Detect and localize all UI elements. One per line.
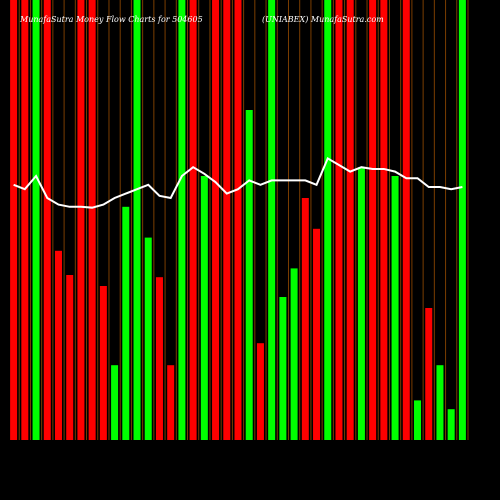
bar xyxy=(301,198,309,440)
bar xyxy=(234,0,242,440)
bar xyxy=(357,167,365,440)
bar xyxy=(346,0,354,440)
bar xyxy=(122,206,130,440)
bar xyxy=(256,343,264,440)
bar xyxy=(178,0,186,440)
bar xyxy=(54,250,62,440)
bar xyxy=(414,400,422,440)
bar xyxy=(324,0,332,440)
bar xyxy=(447,409,455,440)
bar xyxy=(32,0,40,440)
bar xyxy=(10,0,18,440)
bar xyxy=(425,308,433,440)
chart-title: MunafaSutra Money Flow Charts for 504605 xyxy=(19,15,203,24)
bar xyxy=(223,0,231,440)
bar xyxy=(111,365,119,440)
bar xyxy=(245,110,253,440)
bar xyxy=(391,176,399,440)
bar xyxy=(369,0,377,440)
bar xyxy=(380,0,388,440)
bar xyxy=(279,297,287,440)
bar xyxy=(21,0,29,440)
bar xyxy=(77,0,85,440)
bar xyxy=(290,268,298,440)
chart-subtitle: (UNIABEX) MunafaSutra.com xyxy=(262,15,384,24)
bar xyxy=(212,0,220,440)
bar xyxy=(335,0,343,440)
bar xyxy=(144,237,152,440)
bar xyxy=(268,0,276,440)
bar xyxy=(66,275,74,440)
bar xyxy=(313,228,321,440)
bar xyxy=(436,365,444,440)
bar xyxy=(200,176,208,440)
bar xyxy=(189,0,197,440)
bar xyxy=(167,365,175,440)
bar xyxy=(458,0,466,440)
bar xyxy=(155,277,163,440)
bar xyxy=(133,0,141,440)
bar xyxy=(402,0,410,440)
bar xyxy=(43,0,51,440)
bar xyxy=(99,286,107,440)
money-flow-line xyxy=(13,156,463,209)
bar xyxy=(88,0,96,440)
